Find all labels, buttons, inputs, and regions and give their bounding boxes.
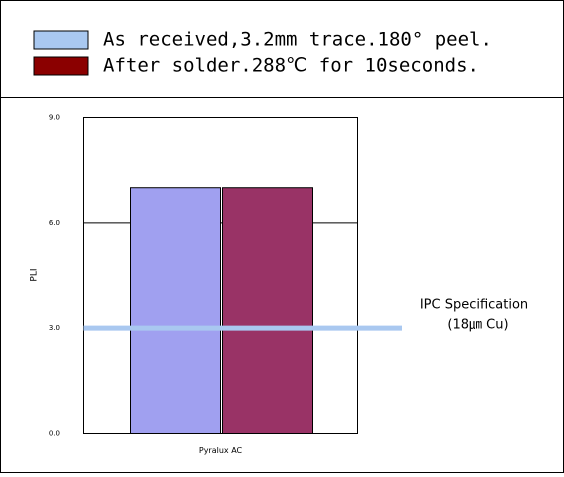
bar [222, 187, 313, 434]
y-tick-label: 0.0 [49, 430, 60, 438]
annotation: IPC Specification [420, 298, 528, 313]
y-tick-label: 6.0 [49, 219, 60, 227]
x-tick-label: Pyralux AC [199, 446, 243, 455]
legend-swatch [33, 56, 89, 76]
legend-label: As received,3.2mm trace.180° peel. [103, 29, 492, 51]
legend-swatch [33, 30, 89, 50]
y-tick-label: 3.0 [49, 324, 60, 332]
bar [130, 187, 221, 434]
y-tick-label: 9.0 [49, 114, 60, 122]
legend-label: After solder.288℃ for 10seconds. [103, 55, 479, 77]
annotation: (18㎛ Cu) [447, 318, 508, 333]
y-axis-label: PLI [30, 268, 40, 281]
